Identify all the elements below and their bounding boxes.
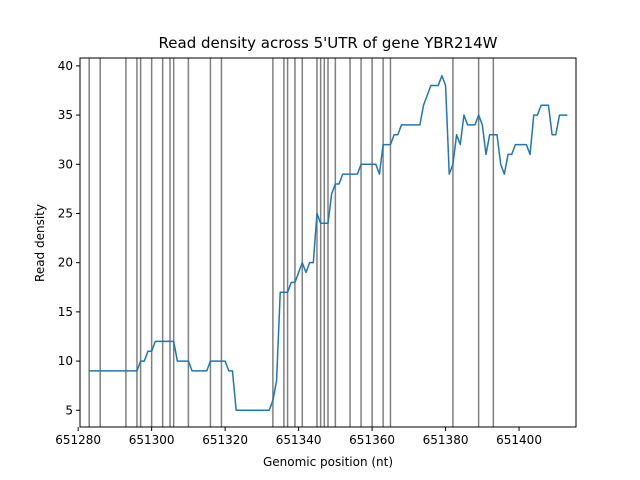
x-tick-label: 651400 [496, 433, 542, 447]
x-tick-label: 651340 [276, 433, 322, 447]
y-tick-label: 30 [58, 157, 73, 171]
y-tick-label: 40 [58, 59, 73, 73]
x-tick-label: 651280 [55, 433, 101, 447]
x-axis-label: Genomic position (nt) [263, 455, 393, 469]
series-layer [88, 74, 568, 412]
y-tick-label: 20 [58, 256, 73, 270]
y-tick-label: 35 [58, 108, 73, 122]
vertical-marker-lines [88, 58, 495, 427]
x-tick-label: 651360 [349, 433, 395, 447]
y-axis: 5 10 15 20 25 30 35 40 [58, 59, 80, 417]
y-tick-label: 5 [65, 403, 73, 417]
plot-frame [79, 57, 577, 428]
x-axis: 651280 651300 651320 651340 651360 651380 6514… [55, 427, 542, 447]
y-tick-label: 25 [58, 206, 73, 220]
y-tick-label: 15 [58, 305, 73, 319]
y-axis-label: Read density [33, 204, 47, 282]
series-line [88, 74, 568, 412]
x-tick-label: 651300 [129, 433, 175, 447]
y-tick-label: 10 [58, 354, 73, 368]
chart-title: Read density across 5'UTR of gene YBR214… [159, 34, 498, 52]
x-tick-label: 651380 [423, 433, 469, 447]
x-tick-label: 651320 [202, 433, 248, 447]
